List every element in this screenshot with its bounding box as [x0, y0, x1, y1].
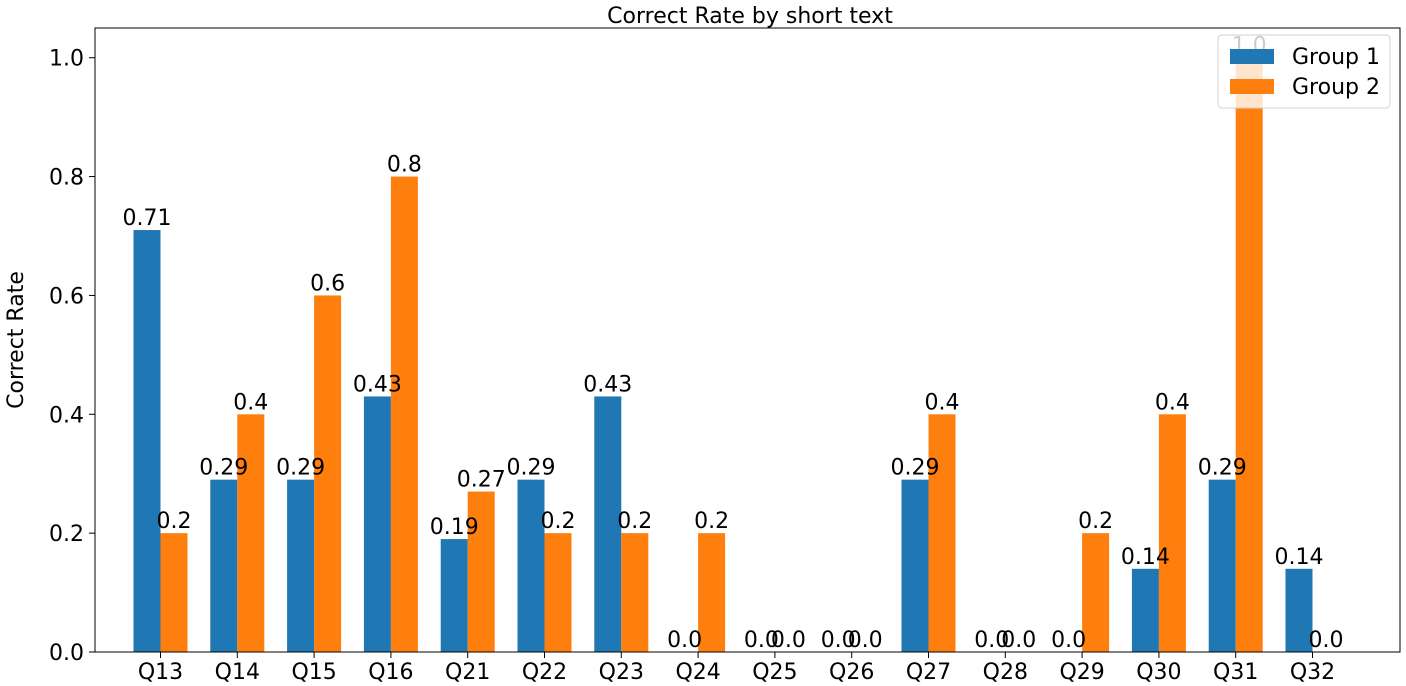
y-tick-label: 0.6	[49, 284, 84, 309]
bar-group-2-q22	[544, 533, 572, 652]
legend-label-group-1: Group 1	[1292, 45, 1380, 70]
x-tick-label: Q30	[1136, 660, 1181, 685]
bar-group-1-q15	[287, 479, 315, 652]
bar-value-label: 0.4	[233, 390, 268, 415]
bar-group-2-q29	[1082, 533, 1110, 652]
bar-group-1-q27	[901, 479, 929, 652]
bar-value-label: 0.0	[1001, 628, 1036, 653]
bar-value-label: 0.0	[667, 628, 702, 653]
bar-group-2-q16	[390, 176, 418, 653]
bar-value-label: 0.29	[199, 456, 248, 481]
x-tick-label: Q14	[215, 660, 260, 685]
x-tick-label: Q31	[1213, 660, 1258, 685]
bar-value-label: 0.19	[430, 515, 479, 540]
bars-layer	[133, 57, 1313, 653]
bar-value-label: 0.0	[821, 628, 856, 653]
y-axis: 0.0 0.2 0.4 0.6 0.8 1.0	[49, 47, 95, 666]
x-tick-label: Q16	[368, 660, 413, 685]
bar-group-2-q27	[928, 414, 956, 652]
bar-value-label: 0.43	[583, 372, 632, 397]
bar-group-2-q24	[698, 533, 726, 652]
bar-value-label: 0.0	[771, 628, 806, 653]
legend-label-group-2: Group 2	[1292, 75, 1380, 100]
x-tick-label: Q15	[291, 660, 336, 685]
bar-group-1-q14	[210, 479, 238, 652]
x-tick-label: Q26	[829, 660, 874, 685]
bar-group-1-q13	[133, 230, 161, 653]
bar-value-label: 0.4	[925, 390, 960, 415]
bar-value-label: 0.14	[1121, 545, 1170, 570]
bar-value-label: 0.0	[1309, 628, 1344, 653]
bar-group-2-q31	[1235, 57, 1263, 652]
bar-value-label: 0.6	[310, 271, 345, 296]
bar-group-1-q23	[594, 396, 622, 652]
bar-group-1-q31	[1208, 479, 1236, 652]
bar-group-2-q14	[237, 414, 265, 652]
bar-labels-layer: 0.710.20.290.40.290.60.430.80.190.27 0.29…	[123, 34, 1344, 653]
bar-group-1-q22	[517, 479, 545, 652]
x-tick-label: Q21	[445, 660, 490, 685]
bar-value-label: 0.0	[1051, 628, 1086, 653]
bar-value-label: 0.4	[1155, 390, 1190, 415]
x-tick-label: Q32	[1290, 660, 1335, 685]
x-tick-label: Q29	[1059, 660, 1104, 685]
bar-value-label: 0.0	[848, 628, 883, 653]
legend: Group 1 Group 2	[1217, 34, 1391, 109]
x-tick-label: Q23	[599, 660, 644, 685]
y-axis-label: Correct Rate	[4, 271, 29, 409]
bar-value-label: 0.2	[157, 509, 192, 534]
x-tick-label: Q24	[675, 660, 720, 685]
bar-group-2-q15	[314, 295, 342, 652]
bar-group-2-q30	[1158, 414, 1186, 652]
bar-group-1-q30	[1131, 568, 1159, 652]
y-tick-label: 0.2	[49, 522, 84, 547]
bar-group-2-q21	[467, 491, 495, 652]
bar-value-label: 0.71	[123, 206, 172, 231]
x-tick-label: Q13	[138, 660, 183, 685]
bar-group-2-q13	[160, 533, 188, 652]
bar-value-label: 0.0	[744, 628, 779, 653]
y-tick-label: 0.4	[49, 403, 84, 428]
plot-frame	[94, 27, 1401, 653]
bar-group-1-q16	[363, 396, 391, 652]
x-axis: Q13 Q14 Q15 Q16 Q21 Q22 Q23 Q24 Q25 Q26 Q27 Q28 Q29 Q…	[138, 652, 1335, 685]
bar-value-label: 0.8	[387, 153, 422, 178]
x-tick-label: Q28	[983, 660, 1028, 685]
bar-group-1-q21	[440, 539, 468, 652]
bar-group-1-q32	[1285, 568, 1313, 652]
x-tick-label: Q25	[752, 660, 797, 685]
y-tick-label: 1.0	[49, 47, 84, 72]
bar-value-label: 0.2	[541, 509, 576, 534]
chart-title: Correct Rate by short text	[607, 4, 893, 29]
bar-value-label: 0.2	[694, 509, 729, 534]
y-tick-label: 0.0	[49, 641, 84, 666]
bar-value-label: 0.43	[353, 372, 402, 397]
bar-value-label: 0.2	[617, 509, 652, 534]
bar-value-label: 0.29	[1198, 456, 1247, 481]
bar-value-label: 0.0	[974, 628, 1009, 653]
x-tick-label: Q22	[522, 660, 567, 685]
bar-value-label: 0.29	[276, 456, 325, 481]
x-tick-label: Q27	[906, 660, 951, 685]
bar-value-label: 0.29	[507, 456, 556, 481]
y-tick-label: 0.8	[49, 166, 84, 191]
legend-swatch-group-1	[1230, 49, 1274, 64]
bar-group-2-q23	[621, 533, 649, 652]
bar-value-label: 0.27	[457, 468, 506, 493]
bar-value-label: 0.29	[891, 456, 940, 481]
legend-swatch-group-2	[1230, 79, 1274, 94]
bar-value-label: 0.2	[1078, 509, 1113, 534]
bar-value-label: 0.14	[1275, 545, 1324, 570]
